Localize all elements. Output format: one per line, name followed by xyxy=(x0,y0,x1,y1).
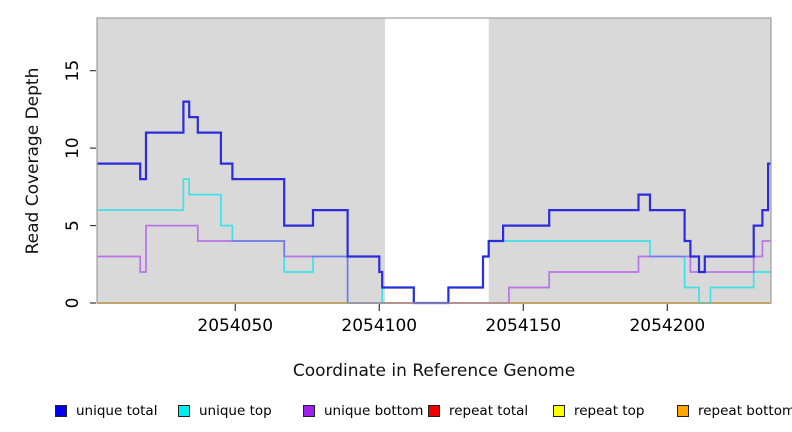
legend-item-unique-total: unique total xyxy=(55,401,157,421)
legend-label: unique total xyxy=(76,403,158,419)
unique-top-swatch-icon xyxy=(178,405,190,417)
legend-label: repeat total xyxy=(449,403,529,419)
repeat-total-swatch-icon xyxy=(428,405,440,417)
y-axis-tick-label: 10 xyxy=(63,137,83,159)
unique-bottom-swatch-icon xyxy=(303,405,315,417)
legend-item-repeat-total: repeat total xyxy=(428,401,528,421)
legend-item-unique-bottom: unique bottom xyxy=(303,401,423,421)
x-axis-title: Coordinate in Reference Genome xyxy=(292,361,576,381)
x-axis-tick-label: 2054200 xyxy=(629,316,705,336)
y-axis-tick-label: 15 xyxy=(63,60,83,82)
y-axis-title: Read Coverage Depth xyxy=(23,67,43,255)
legend-item-unique-top: unique top xyxy=(178,401,272,421)
unique-total-swatch-icon xyxy=(55,405,67,417)
legend-item-repeat-top: repeat top xyxy=(553,401,644,421)
y-axis-tick-label: 0 xyxy=(63,298,83,309)
legend: unique total unique top unique bottom re… xyxy=(0,401,792,423)
repeat-top-swatch-icon xyxy=(553,405,565,417)
y-axis-tick-label: 5 xyxy=(63,220,83,231)
legend-label: repeat bottom xyxy=(698,403,792,419)
x-axis-tick-label: 2054050 xyxy=(197,316,273,336)
legend-label: unique top xyxy=(199,403,272,419)
missing-coverage-band xyxy=(385,18,489,303)
series-path-unique-bottom xyxy=(97,224,771,304)
x-axis-tick-label: 2054150 xyxy=(485,316,561,336)
repeat-bottom-swatch-icon xyxy=(677,405,689,417)
legend-label: repeat top xyxy=(574,403,645,419)
plot-frame xyxy=(96,17,772,304)
series-path-unique-total xyxy=(97,100,771,305)
legend-item-repeat-bottom: repeat bottom xyxy=(677,401,792,421)
x-axis-tick-label: 2054100 xyxy=(341,316,417,336)
legend-label: unique bottom xyxy=(324,403,424,419)
